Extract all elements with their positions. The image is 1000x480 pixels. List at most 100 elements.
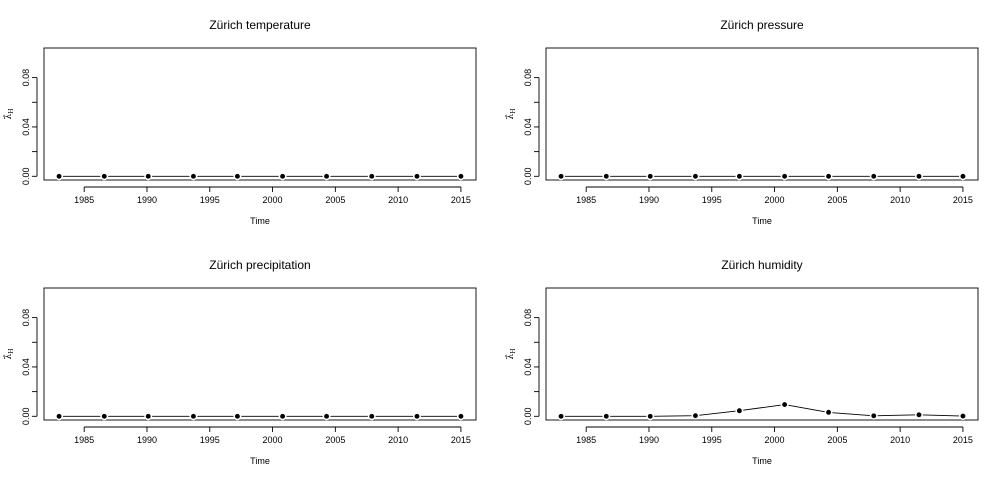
- x-axis-label: Time: [752, 216, 772, 226]
- y-axis-label-subscript: H: [510, 349, 517, 354]
- data-point: [233, 172, 242, 181]
- data-point: [189, 412, 198, 421]
- chart-panel-2: Zürich pressure 1985 1990 1995 2000 2005 2010 2…: [505, 18, 979, 226]
- y-axis-label: λ̂H: [505, 109, 517, 120]
- chart-panel-1: Zürich temperature 1985 1990 1995 2000 2005 20…: [3, 18, 477, 226]
- x-tick-label: 2010: [890, 435, 910, 445]
- x-tick-label: 1990: [639, 435, 659, 445]
- data-point: [413, 412, 421, 421]
- y-tick-label: 0.08: [21, 309, 31, 327]
- chart-title: Zürich pressure: [720, 18, 804, 32]
- y-axis-label: λ̂H: [3, 349, 15, 360]
- data-point: [557, 172, 566, 181]
- data-point: [646, 412, 655, 421]
- y-tick-label: 0.08: [523, 69, 533, 87]
- y-axis-label-subscript: H: [8, 349, 15, 354]
- x-tick-label: 2000: [263, 195, 283, 205]
- y-axis-label: λ̂H: [3, 109, 15, 120]
- x-tick-label: 2010: [388, 435, 408, 445]
- x-tick-label: 2005: [325, 195, 345, 205]
- chart-panel-4: Zürich humidity 1985 1990 1995 2000 2005 2010 2…: [505, 258, 979, 466]
- x-tick-label: 2000: [263, 435, 283, 445]
- x-tick-label: 1985: [74, 195, 94, 205]
- data-point: [691, 172, 700, 181]
- data-point: [189, 172, 198, 181]
- data-point: [55, 172, 64, 181]
- data-point: [780, 400, 789, 409]
- y-tick-label: 0.04: [523, 118, 533, 136]
- x-tick-label: 1990: [137, 195, 157, 205]
- x-tick-label: 1990: [639, 195, 659, 205]
- data-point: [869, 172, 878, 181]
- plot-frame: [43, 47, 477, 181]
- data-point: [735, 406, 744, 415]
- series-line: [561, 404, 963, 417]
- data-point: [456, 412, 465, 421]
- data-point: [691, 411, 700, 420]
- data-point: [413, 172, 421, 181]
- data-point: [602, 412, 611, 421]
- data-point: [915, 172, 923, 181]
- y-tick-label: 0.04: [523, 358, 533, 376]
- x-tick-label: 1995: [200, 435, 220, 445]
- x-tick-label: 1985: [576, 435, 596, 445]
- data-point: [958, 172, 967, 181]
- y-axis-label-subscript: H: [8, 109, 15, 114]
- x-tick-label: 2005: [325, 435, 345, 445]
- data-point: [824, 172, 833, 181]
- y-tick-label: 0.04: [21, 358, 31, 376]
- x-tick-label: 1985: [576, 195, 596, 205]
- data-point: [100, 172, 109, 181]
- y-tick-label: 0.04: [21, 118, 31, 136]
- data-point: [602, 172, 611, 181]
- y-axis-label-symbol: λ̂: [505, 353, 516, 359]
- data-point: [557, 412, 566, 421]
- chart-title: Zürich humidity: [721, 258, 802, 272]
- x-tick-label: 2000: [765, 195, 785, 205]
- y-axis-label-symbol: λ̂: [3, 353, 14, 359]
- data-point: [367, 412, 376, 421]
- data-point: [144, 412, 153, 421]
- data-point: [278, 412, 287, 421]
- x-tick-label: 1995: [702, 195, 722, 205]
- data-point: [958, 412, 967, 421]
- data-point: [322, 412, 331, 421]
- data-point: [55, 412, 64, 421]
- x-axis-label: Time: [250, 456, 270, 466]
- plot-frame: [545, 47, 979, 181]
- x-tick-label: 2015: [451, 435, 471, 445]
- x-tick-label: 2005: [827, 195, 847, 205]
- y-tick-label: 0.00: [21, 408, 31, 426]
- x-tick-label: 2010: [388, 195, 408, 205]
- data-point: [144, 172, 153, 181]
- y-axis-label-symbol: λ̂: [3, 113, 14, 119]
- chart-title: Zürich precipitation: [209, 258, 310, 272]
- x-tick-label: 2000: [765, 435, 785, 445]
- x-tick-label: 1990: [137, 435, 157, 445]
- y-axis-label-subscript: H: [510, 109, 517, 114]
- x-tick-label: 2015: [953, 195, 973, 205]
- data-point: [735, 172, 744, 181]
- x-tick-label: 2010: [890, 195, 910, 205]
- y-tick-label: 0.08: [523, 309, 533, 327]
- chart-panel-3: Zürich precipitation 1985 1990 1995 2000 2005…: [3, 258, 477, 466]
- y-axis-label-symbol: λ̂: [505, 113, 516, 119]
- data-point: [915, 410, 923, 419]
- y-tick-label: 0.08: [21, 69, 31, 87]
- data-point: [233, 412, 242, 421]
- data-point: [100, 412, 109, 421]
- data-point: [322, 172, 331, 181]
- x-axis-label: Time: [752, 456, 772, 466]
- chart-title: Zürich temperature: [209, 18, 311, 32]
- data-point: [824, 408, 833, 417]
- x-tick-label: 2005: [827, 435, 847, 445]
- y-tick-label: 0.00: [523, 168, 533, 186]
- y-axis-label: λ̂H: [505, 349, 517, 360]
- x-axis-label: Time: [250, 216, 270, 226]
- x-tick-label: 1995: [200, 195, 220, 205]
- y-tick-label: 0.00: [21, 168, 31, 186]
- x-tick-label: 1985: [74, 435, 94, 445]
- plot-frame: [43, 287, 477, 421]
- x-tick-label: 2015: [953, 435, 973, 445]
